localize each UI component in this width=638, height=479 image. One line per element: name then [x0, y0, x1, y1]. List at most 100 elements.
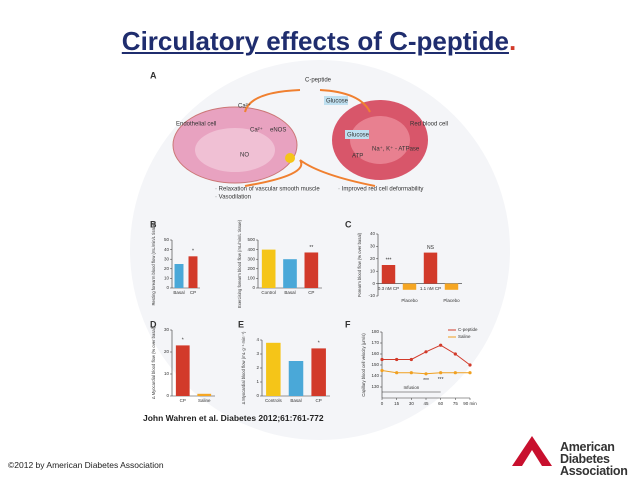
y-axis-label: Δ Myocardial blood flow (% over basal) [151, 326, 156, 399]
x-tick-label: 90 min [463, 401, 477, 406]
x-tick-label: 60 [438, 401, 444, 406]
point [453, 371, 457, 375]
glucose: Glucose [326, 99, 349, 105]
panel-label: A [150, 70, 157, 80]
point [439, 371, 443, 375]
hormone: C-peptide [305, 78, 332, 84]
x-tick-label: 0 [381, 401, 384, 406]
y-tick-label: 30 [164, 327, 170, 332]
y-tick-label: 10 [164, 276, 170, 281]
title-text: Circulatory effects of C-peptide [121, 26, 509, 56]
bar [444, 283, 459, 290]
point [395, 357, 399, 362]
x-tick-label: Basal [284, 290, 295, 295]
y-tick-label: 1 [256, 379, 259, 384]
y-tick-label: 30 [164, 256, 170, 261]
y-tick-label: 400 [247, 247, 255, 252]
y-tick-label: 160 [371, 351, 379, 356]
y-tick-label: 10 [370, 268, 376, 273]
x-tick-label: Placebo [443, 298, 460, 303]
x-tick-label: 0.3 nM CP [378, 286, 399, 291]
cell-label: Endothelial cell [176, 122, 216, 128]
y-axis-label: Resting forearm blood flow (mL/min/L tis… [151, 222, 156, 306]
point [468, 363, 472, 367]
x-tick-label: Control [261, 290, 276, 295]
point [468, 371, 472, 375]
bar [381, 265, 396, 284]
receptor [285, 153, 295, 163]
bar [197, 393, 212, 396]
y-tick-label: 4 [256, 337, 259, 342]
y-tick-label: 30 [370, 244, 376, 249]
panel-label: E [238, 319, 244, 329]
y-tick-label: 200 [247, 266, 255, 271]
y-tick-label: 0 [166, 285, 169, 290]
y-tick-label: 2 [256, 365, 259, 370]
point [395, 371, 399, 375]
logo-line: Diabetes [560, 452, 610, 466]
legend-label: C-peptide [458, 327, 478, 332]
y-tick-label: 40 [164, 247, 170, 252]
significance: ** [309, 245, 313, 251]
copyright: ©2012 by American Diabetes Association [8, 460, 164, 470]
logo: American Diabetes Association [560, 441, 628, 478]
x-tick-label: Basal [290, 398, 301, 403]
point [439, 343, 443, 347]
bar [283, 259, 297, 288]
calcium: Ca²⁺ [250, 127, 263, 134]
y-axis-label: Capillary blood cell velocity (μm/s) [361, 333, 366, 397]
significance: * [192, 249, 194, 255]
annotation: Infusion [403, 385, 419, 390]
y-tick-label: 0 [372, 281, 375, 286]
label-box [345, 130, 369, 139]
x-tick-label: 75 [453, 401, 459, 406]
bar [188, 256, 198, 288]
point [380, 368, 384, 373]
x-tick-label: 15 [394, 401, 400, 406]
x-tick-label: CP [180, 398, 186, 403]
bar [423, 252, 438, 284]
citation: John Wahren et al. Diabetes 2012;61:761-… [143, 413, 324, 423]
y-tick-label: 40 [370, 231, 376, 236]
x-tick-label: CP [308, 290, 314, 295]
rbc-center [350, 116, 410, 164]
y-tick-label: 10 [164, 371, 170, 376]
x-tick-label: Controls [265, 398, 283, 403]
y-tick-label: 300 [247, 256, 255, 261]
x-tick-label: 30 [409, 401, 415, 406]
calcium: Ca²⁺ [238, 103, 251, 110]
y-tick-label: 20 [164, 266, 170, 271]
x-tick-label: CP [190, 290, 196, 295]
cell-label: Red blood cell [410, 122, 448, 128]
bar [174, 264, 184, 288]
slide-title: Circulatory effects of C-peptide. [0, 26, 638, 57]
label-box [324, 96, 348, 105]
significance: * [182, 338, 184, 344]
x-tick-label: 45 [423, 401, 429, 406]
y-tick-label: 50 [164, 237, 170, 242]
x-tick-label: CP [316, 398, 322, 403]
x-tick-label: 1.1 nM CP [420, 286, 441, 291]
significance: * [318, 341, 320, 347]
nucleus [195, 128, 275, 172]
y-tick-label: -10 [368, 293, 375, 298]
bar [402, 283, 417, 290]
significance: *** [423, 378, 429, 384]
bar [288, 361, 304, 396]
y-axis-label: Exercising forearm blood flow (mL/min/L … [237, 219, 242, 308]
y-axis-label: Forearm blood flow (% over basal) [357, 232, 362, 297]
y-tick-label: 500 [247, 237, 255, 242]
y-tick-label: 0 [166, 393, 169, 398]
y-tick-label: 20 [370, 256, 376, 261]
bar [311, 348, 326, 396]
title-period: . [508, 26, 517, 56]
significance: *** [386, 257, 392, 263]
bar [175, 345, 190, 396]
y-tick-label: 100 [247, 276, 255, 281]
atpase: Na⁺, K⁺ - ATPase [372, 146, 420, 153]
glucose: Glucose [347, 133, 370, 139]
logo-line: Association [560, 464, 628, 478]
enos: eNOS [270, 128, 286, 134]
effect: · Relaxation of vascular smooth muscle [215, 187, 320, 193]
panel-label: C [345, 219, 352, 229]
